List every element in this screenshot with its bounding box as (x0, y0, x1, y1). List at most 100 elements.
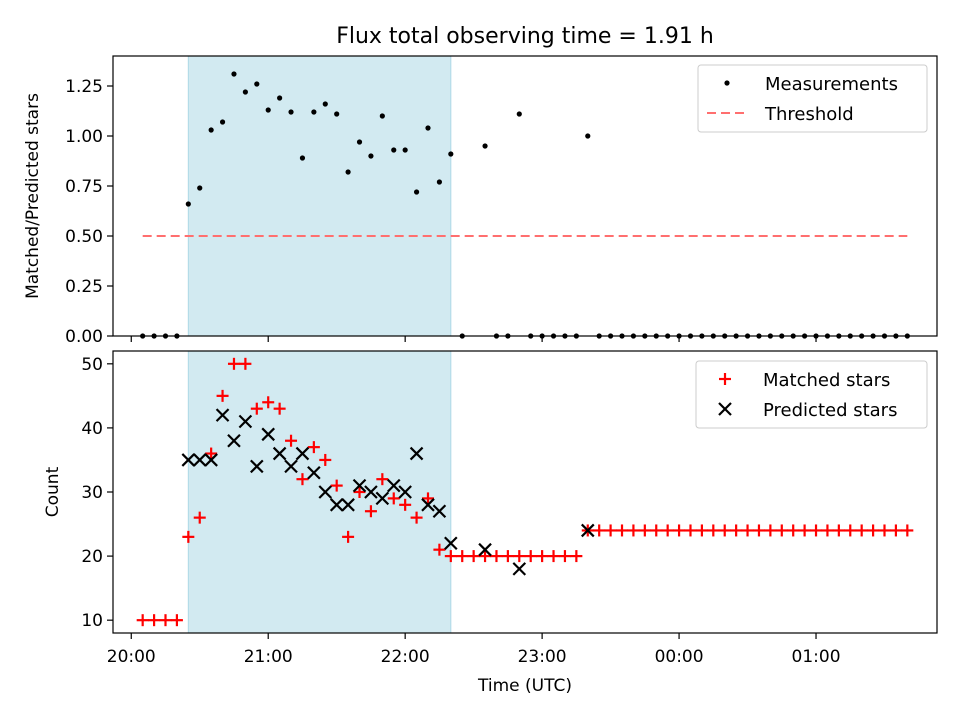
matched-point (364, 505, 377, 518)
matched-point (421, 492, 434, 505)
bottom-x-ticks: 20:00 21:00 22:00 23:00 00:00 01:00 (107, 633, 841, 667)
legend-measurements-label: Measurements (765, 74, 898, 95)
top-y-ticks: 0.00 0.25 0.50 0.75 1.00 1.25 (65, 77, 113, 347)
matched-point (501, 550, 514, 563)
matched-point (227, 357, 240, 370)
matched-point (444, 550, 457, 563)
matched-point (889, 524, 902, 537)
measurement-points (140, 71, 910, 339)
matched-point (707, 524, 720, 537)
matched-point (832, 524, 845, 537)
bottom-x-tick-label: 22:00 (381, 647, 430, 667)
matched-point (547, 550, 560, 563)
matched-point (536, 550, 549, 563)
matched-point (399, 498, 412, 511)
matched-point (513, 550, 526, 563)
measurement-point (311, 109, 317, 115)
measurement-point (322, 101, 328, 107)
measurement-point (482, 143, 488, 149)
measurement-point (219, 119, 226, 125)
bottom-x-tick-label: 00:00 (655, 647, 704, 667)
top-y-tick-label: 1.00 (65, 127, 103, 147)
bottom-y-tick-label: 40 (81, 419, 103, 439)
matched-point (844, 524, 857, 537)
matched-point (787, 524, 800, 537)
matched-point (205, 447, 218, 460)
top-y-axis-label: Matched/Predicted stars (23, 93, 43, 299)
predicted-point (227, 433, 241, 448)
matched-point (342, 530, 355, 543)
matched-point (798, 524, 811, 537)
matched-point (775, 524, 788, 537)
bottom-y-ticks: 10 20 30 40 50 (81, 355, 113, 631)
measurement-point (436, 179, 443, 185)
measurement-point (356, 139, 363, 145)
matched-point (867, 524, 880, 537)
matched-point (558, 550, 571, 563)
matched-point (479, 550, 492, 563)
predicted-point (261, 427, 275, 442)
bottom-y-tick-label: 20 (81, 547, 103, 567)
predicted-point (375, 491, 390, 506)
matched-point (136, 614, 149, 627)
measurement-point (368, 153, 374, 159)
matched-point (490, 550, 503, 563)
predicted-point (478, 542, 492, 557)
bottom-x-tick-label: 20:00 (107, 647, 156, 667)
matched-point (239, 357, 252, 370)
matched-point (182, 530, 195, 543)
measurement-point (413, 189, 420, 195)
matched-point (456, 550, 469, 563)
matched-point (650, 524, 663, 537)
predicted-point (284, 459, 298, 474)
predicted-point (307, 465, 321, 480)
bottom-legend: Matched stars Predicted stars (695, 360, 928, 429)
predicted-points (181, 408, 595, 576)
matched-point (159, 614, 172, 627)
bottom-axes-frame (112, 350, 938, 634)
matched-point (764, 524, 777, 537)
measurement-point (288, 109, 294, 115)
matched-point (661, 524, 674, 537)
chart-title: Flux total observing time = 1.91 h (336, 24, 714, 49)
predicted-point (181, 453, 196, 467)
legend-measurements-marker (724, 80, 730, 86)
measurement-point (379, 113, 385, 119)
matched-point (330, 479, 343, 492)
matched-point (593, 524, 606, 537)
matched-point (433, 543, 446, 556)
measurement-point (254, 81, 260, 87)
matched-point (604, 524, 617, 537)
matched-point (638, 524, 651, 537)
measurement-point (265, 107, 271, 113)
matched-point (170, 614, 183, 627)
matched-point (752, 524, 765, 537)
predicted-point (421, 498, 435, 512)
predicted-point (352, 478, 367, 493)
predicted-point (295, 446, 310, 461)
matched-point (273, 402, 286, 415)
matched-point (741, 524, 754, 537)
matched-point (250, 402, 263, 415)
predicted-point (432, 504, 447, 519)
top-legend-box (697, 64, 928, 133)
matched-point (684, 524, 697, 537)
top-legend: Measurements Threshold (697, 64, 928, 133)
measurement-point (208, 127, 214, 133)
predicted-point (580, 523, 595, 538)
matched-point (410, 511, 423, 524)
top-y-tick-label: 0.00 (65, 327, 103, 347)
matched-point (901, 524, 914, 537)
measurement-point (448, 151, 454, 157)
predicted-point (364, 485, 378, 499)
top-panel: 0.00 0.25 0.50 0.75 1.00 1.25 Matched/Predict… (23, 55, 938, 347)
measurement-point (185, 201, 191, 207)
matched-point (730, 524, 743, 537)
matched-point (570, 550, 583, 563)
bottom-legend-box (695, 360, 928, 429)
matched-point (524, 550, 537, 563)
matched-point (387, 492, 400, 505)
predicted-point (444, 536, 458, 551)
predicted-point (215, 408, 230, 422)
predicted-point (204, 453, 218, 467)
